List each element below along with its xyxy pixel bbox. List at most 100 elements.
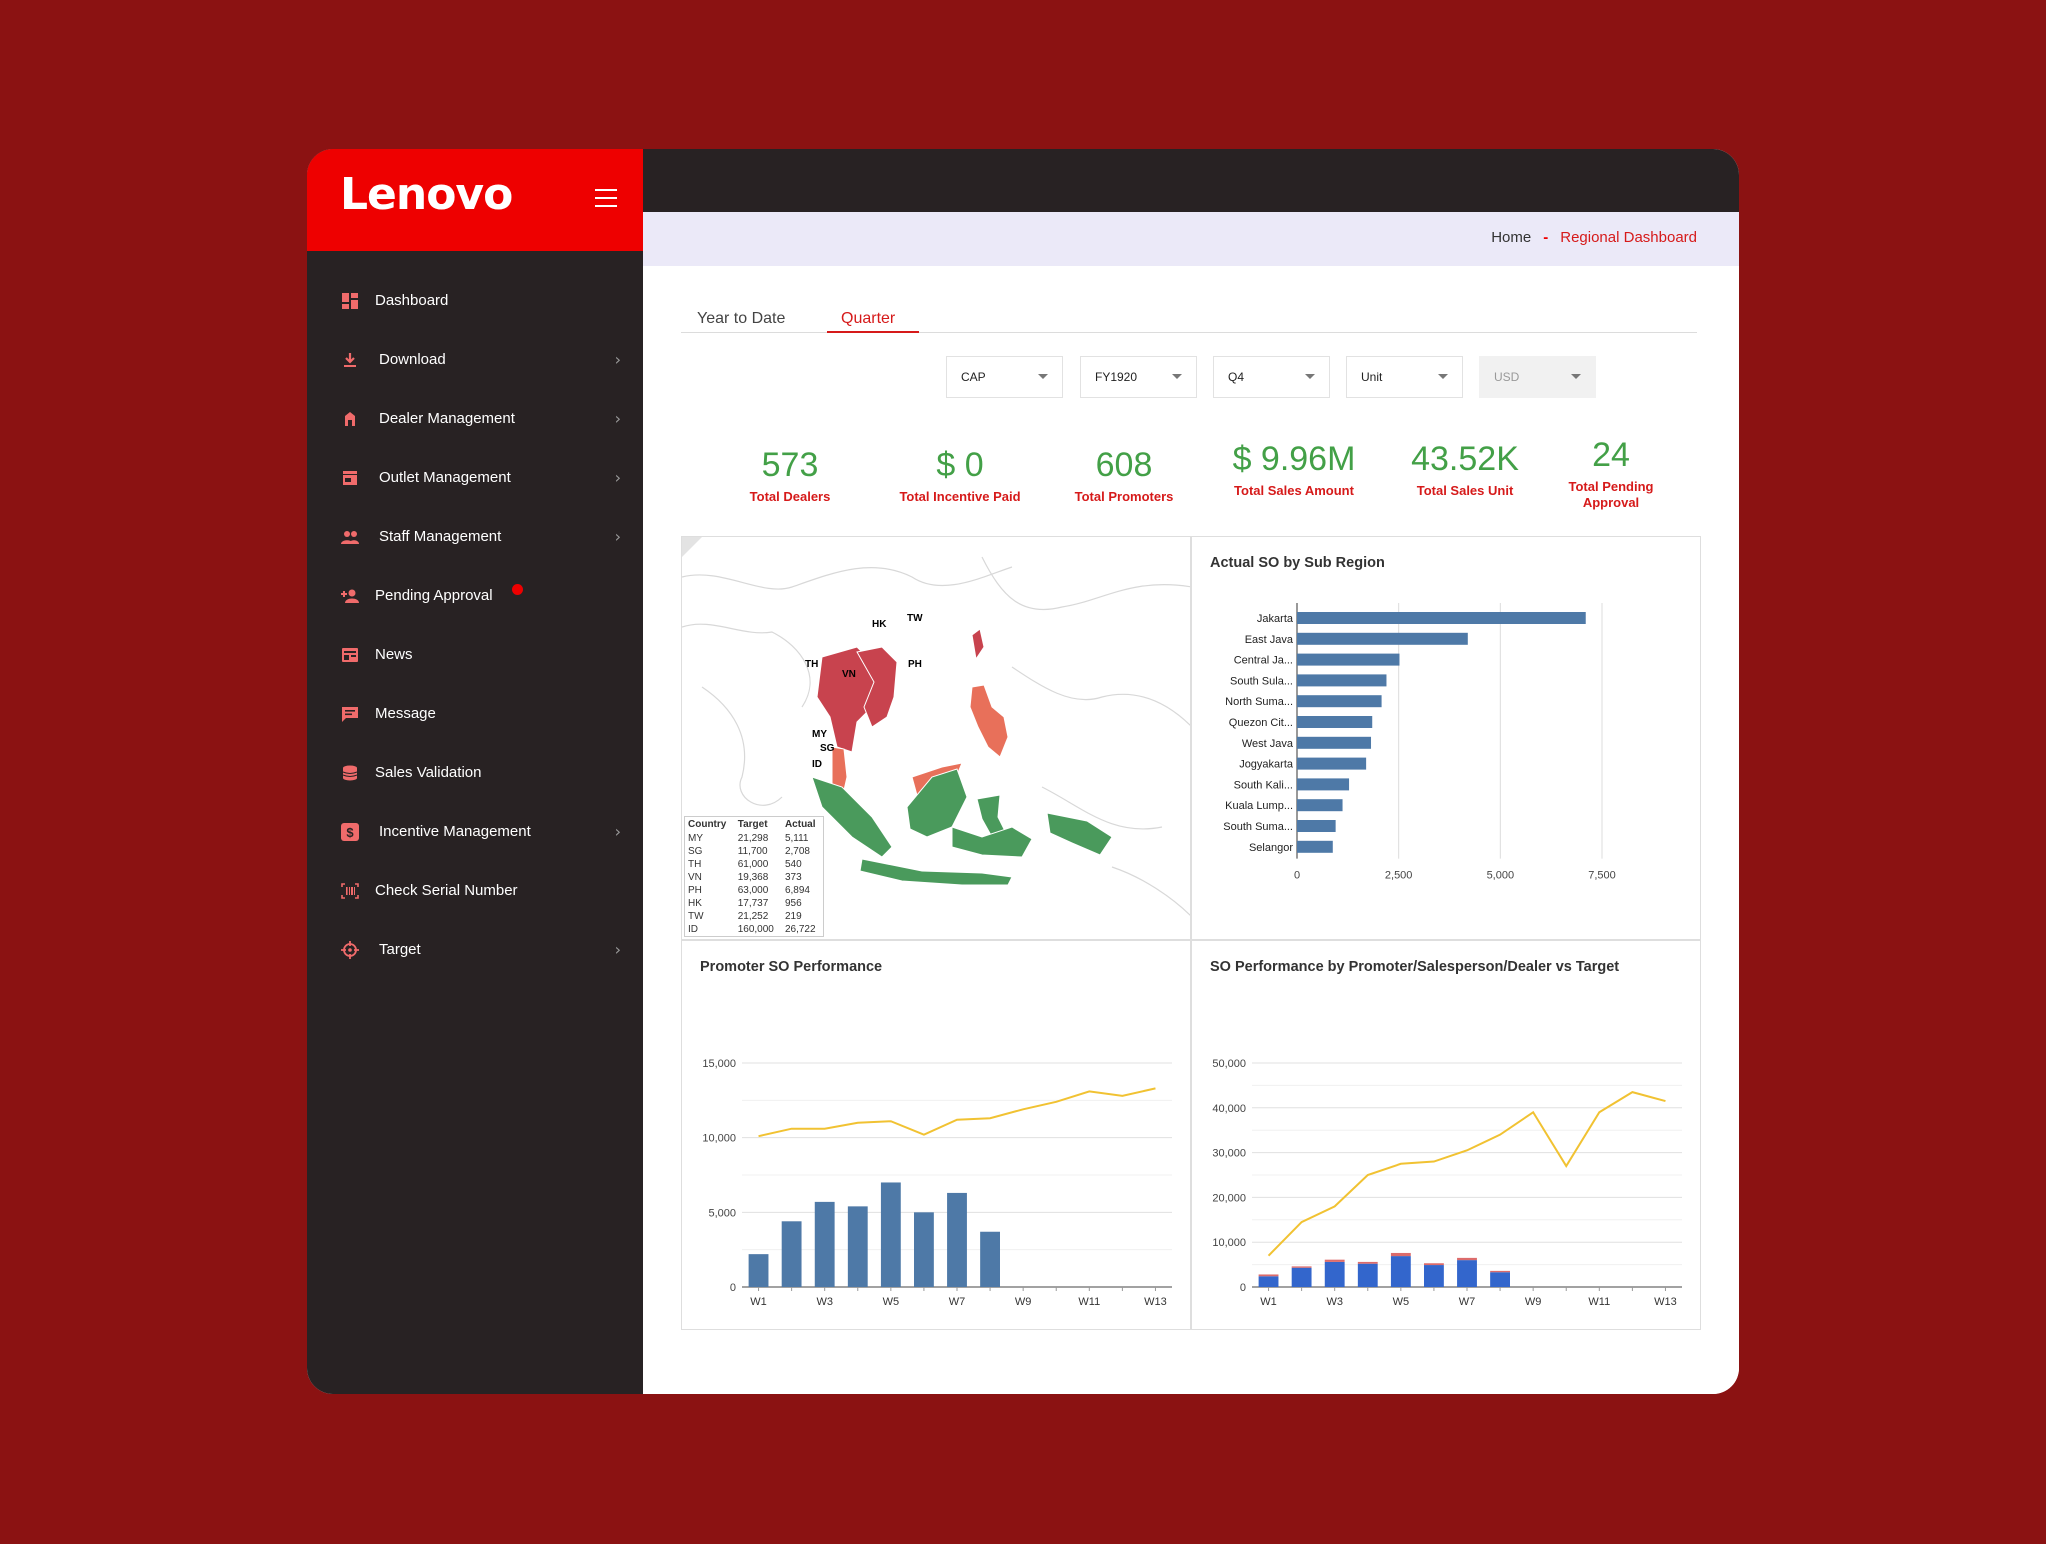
bar[interactable] (1390, 1256, 1411, 1287)
table-cell: 63,000 (737, 885, 769, 896)
bar[interactable] (1297, 695, 1382, 708)
x-tick-label: 0 (1294, 870, 1300, 882)
table-cell: 956 (784, 898, 802, 909)
logo-bar: Lenovo (307, 149, 643, 251)
category-label: South Suma... (1223, 821, 1293, 833)
bar-segment[interactable] (1357, 1261, 1378, 1264)
bar[interactable] (914, 1212, 934, 1287)
chevron-right-icon[interactable]: › (614, 940, 621, 959)
bar[interactable] (1297, 757, 1367, 770)
breadcrumb-separator: - (1543, 229, 1549, 246)
bar[interactable] (1324, 1261, 1345, 1287)
sidebar-item-target[interactable]: Target › (307, 920, 643, 979)
chevron-right-icon[interactable]: › (614, 350, 621, 369)
southeast-asia-map[interactable]: HK TW TH VN PH MY SG ID (682, 537, 1191, 940)
bar[interactable] (1424, 1265, 1444, 1287)
tab-year-to-date[interactable]: Year to Date (697, 310, 786, 327)
measure-select[interactable]: Unit (1346, 356, 1463, 398)
chevron-right-icon[interactable]: › (614, 468, 621, 487)
fiscal-year-select[interactable]: FY1920 (1080, 356, 1197, 398)
y-tick-label: 0 (1240, 1282, 1246, 1294)
kpi-total-sales-amount: $ 9.96M Total Sales Amount (1209, 440, 1379, 499)
svg-text:$: $ (346, 825, 354, 840)
bar[interactable] (847, 1206, 868, 1287)
table-row: HK 17,737 956 (685, 897, 823, 910)
bar[interactable] (1258, 1276, 1279, 1287)
sidebar-item-pending-approval[interactable]: Pending Approval (307, 566, 643, 625)
sidebar-item-download[interactable]: Download › (307, 330, 643, 389)
bar[interactable] (947, 1192, 967, 1287)
map-label-sg: SG (820, 743, 835, 754)
table-cell: SG (688, 846, 703, 857)
bar[interactable] (1297, 632, 1468, 645)
currency-select[interactable]: USD (1479, 356, 1596, 398)
sidebar-item-check-serial-number[interactable]: Check Serial Number (307, 861, 643, 920)
bar-segment[interactable] (1457, 1257, 1477, 1261)
sidebar-item-message[interactable]: Message (307, 684, 643, 743)
table-row: MY 21,298 5,111 (685, 832, 823, 845)
sidebar-item-staff-management[interactable]: Staff Management › (307, 507, 643, 566)
x-tick-label: W5 (883, 1296, 900, 1308)
quarter-select[interactable]: Q4 (1213, 356, 1330, 398)
bar-segment[interactable] (1490, 1270, 1510, 1273)
table-row: ID 160,000 26,722 (685, 923, 823, 936)
bar[interactable] (1297, 736, 1372, 749)
menu-toggle-icon[interactable] (595, 189, 617, 207)
kpi-value: $ 9.96M (1232, 440, 1356, 478)
bar[interactable] (1297, 674, 1387, 687)
bar[interactable] (1490, 1272, 1510, 1287)
main-content: Year to Date Quarter CAP FY1920 Q4 Unit … (643, 266, 1739, 1394)
bar-segment[interactable] (1258, 1274, 1279, 1277)
chevron-right-icon[interactable]: › (614, 822, 621, 841)
bar[interactable] (781, 1221, 802, 1287)
sidebar-item-sales-validation[interactable]: Sales Validation (307, 743, 643, 802)
region-select[interactable]: CAP (946, 356, 1063, 398)
bar[interactable] (1297, 778, 1350, 791)
category-label: Jakarta (1257, 613, 1294, 625)
bar[interactable] (980, 1231, 1000, 1287)
bar[interactable] (1297, 612, 1586, 624)
breadcrumb-bar: Home - Regional Dashboard (643, 212, 1739, 266)
chevron-down-icon (1571, 374, 1581, 379)
breadcrumb-home-link[interactable]: Home (1491, 229, 1532, 246)
lenovo-logo[interactable]: Lenovo (340, 169, 513, 220)
bar[interactable] (1291, 1267, 1312, 1287)
table-row: PH 63,000 6,894 (685, 884, 823, 897)
barcode-icon (341, 882, 359, 900)
tab-quarter[interactable]: Quarter (841, 310, 896, 327)
sidebar-item-incentive-management[interactable]: $ Incentive Management › (307, 802, 643, 861)
table-header-cell: Country (688, 819, 727, 830)
sidebar-item-news[interactable]: News (307, 625, 643, 684)
bar[interactable] (1457, 1260, 1477, 1287)
y-tick-label: 10,000 (702, 1133, 736, 1145)
target-line[interactable] (758, 1087, 1156, 1138)
bar[interactable] (880, 1182, 901, 1287)
bar[interactable] (1297, 840, 1333, 853)
sidebar-item-label: Check Serial Number (375, 882, 518, 899)
bar-segment[interactable] (1390, 1252, 1411, 1257)
bar[interactable] (1297, 716, 1373, 728)
bar[interactable] (1357, 1263, 1378, 1287)
bar[interactable] (814, 1201, 835, 1287)
chevron-right-icon[interactable]: › (614, 409, 621, 428)
target-line[interactable] (1267, 1091, 1666, 1257)
table-cell: 160,000 (737, 924, 774, 935)
sidebar-item-dashboard[interactable]: Dashboard (307, 271, 643, 330)
sidebar-item-dealer-management[interactable]: Dealer Management › (307, 389, 643, 448)
bar[interactable] (1297, 653, 1400, 666)
chevron-right-icon[interactable]: › (614, 527, 621, 546)
map-label-my: MY (812, 729, 827, 740)
sidebar-item-outlet-management[interactable]: Outlet Management › (307, 448, 643, 507)
bar-segment[interactable] (1424, 1263, 1444, 1266)
bar-segment[interactable] (1324, 1259, 1345, 1262)
bar-segment[interactable] (1291, 1266, 1312, 1268)
y-tick-label: 5,000 (708, 1207, 736, 1219)
region-select-value: CAP (961, 370, 986, 384)
bar[interactable] (748, 1254, 769, 1287)
news-icon (341, 646, 359, 664)
category-label: South Sula... (1230, 675, 1293, 687)
bar[interactable] (1297, 820, 1336, 832)
x-tick-label: W9 (1525, 1296, 1542, 1308)
map-label-tw: TW (907, 613, 923, 624)
bar[interactable] (1297, 799, 1343, 812)
